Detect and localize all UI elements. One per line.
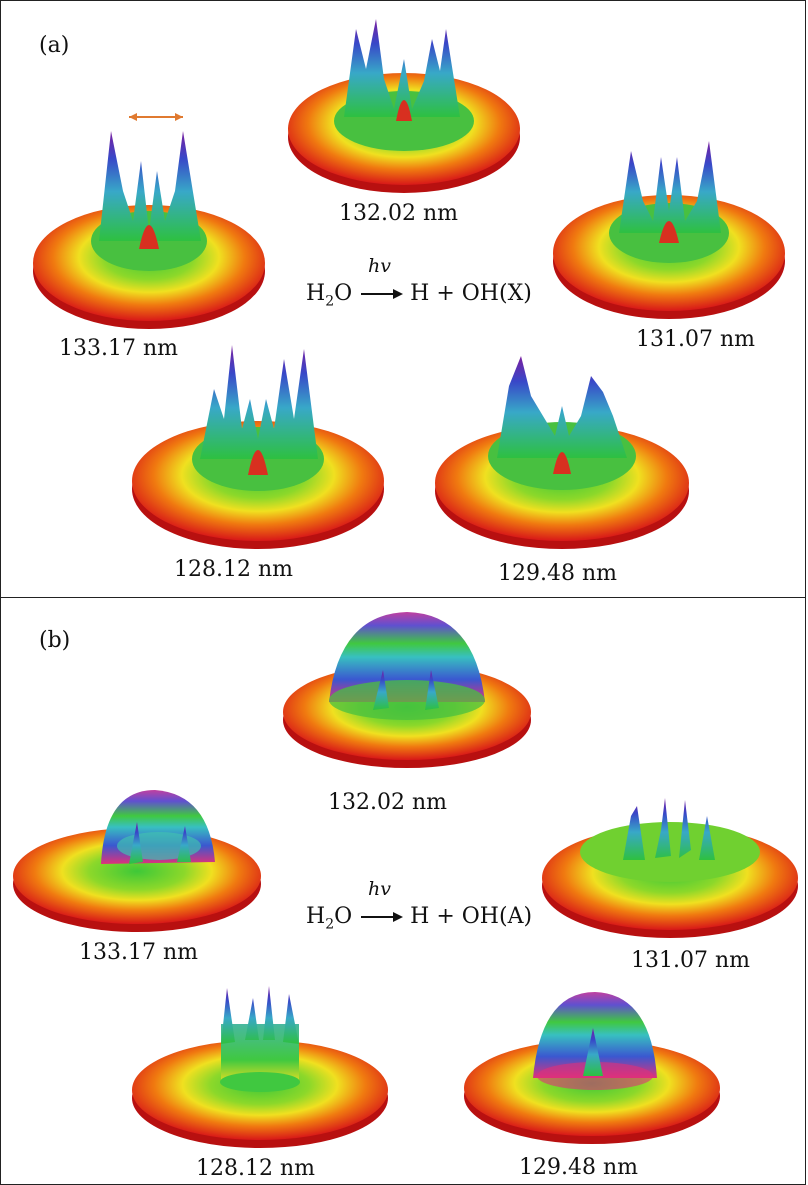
panel-b-tag: (b) bbox=[39, 628, 71, 653]
distribution-plot-128-b bbox=[132, 986, 388, 1148]
panel-a-tag: (a) bbox=[39, 33, 70, 58]
label-131: 131.07 nm bbox=[636, 327, 756, 352]
label-132: 132.02 nm bbox=[339, 201, 459, 226]
label-133: 133.17 nm bbox=[59, 336, 179, 361]
reactant-h: H bbox=[306, 904, 326, 929]
products: H + OH(X) bbox=[410, 281, 532, 306]
label-128: 128.12 nm bbox=[196, 1156, 316, 1181]
reaction-equation-b: hv H2O H + OH(A) bbox=[306, 878, 533, 933]
distribution-plot-132-b bbox=[283, 612, 531, 768]
reactant-sub: 2 bbox=[325, 916, 335, 933]
products: H + OH(A) bbox=[410, 904, 533, 929]
reaction-arrow-icon bbox=[361, 912, 404, 922]
reaction-equation-a: hv H2O H + OH(X) bbox=[306, 255, 532, 310]
photon-label: hv bbox=[368, 255, 391, 277]
distribution-plot-133-b bbox=[13, 790, 261, 932]
label-132: 132.02 nm bbox=[328, 790, 448, 815]
distribution-plot-132-a bbox=[288, 19, 520, 193]
photon-label: hv bbox=[368, 878, 391, 900]
reactant-o: O bbox=[334, 281, 353, 306]
panel-a: (a) 132.02 nm 133.17 nm 131.07 nm hv H2O… bbox=[0, 0, 806, 598]
distribution-plot-131-a bbox=[553, 141, 785, 319]
label-128: 128.12 nm bbox=[174, 557, 294, 582]
label-129: 129.48 nm bbox=[498, 561, 618, 586]
reactant-h: H bbox=[306, 281, 326, 306]
reaction-arrow-icon bbox=[361, 289, 404, 299]
reactant-o: O bbox=[334, 904, 353, 929]
distribution-plot-128-a bbox=[132, 345, 384, 549]
panel-b: (b) 132.02 nm 133.17 nm 131.07 nm hv H2O… bbox=[0, 597, 806, 1185]
label-133: 133.17 nm bbox=[79, 940, 199, 965]
distribution-plot-131-b bbox=[542, 798, 798, 938]
distribution-plot-133-a bbox=[33, 113, 265, 329]
reactant-sub: 2 bbox=[325, 293, 335, 310]
distribution-plot-129-b bbox=[464, 992, 720, 1144]
label-129: 129.48 nm bbox=[519, 1155, 639, 1180]
distribution-plot-129-a bbox=[435, 356, 689, 549]
label-131: 131.07 nm bbox=[631, 948, 751, 973]
